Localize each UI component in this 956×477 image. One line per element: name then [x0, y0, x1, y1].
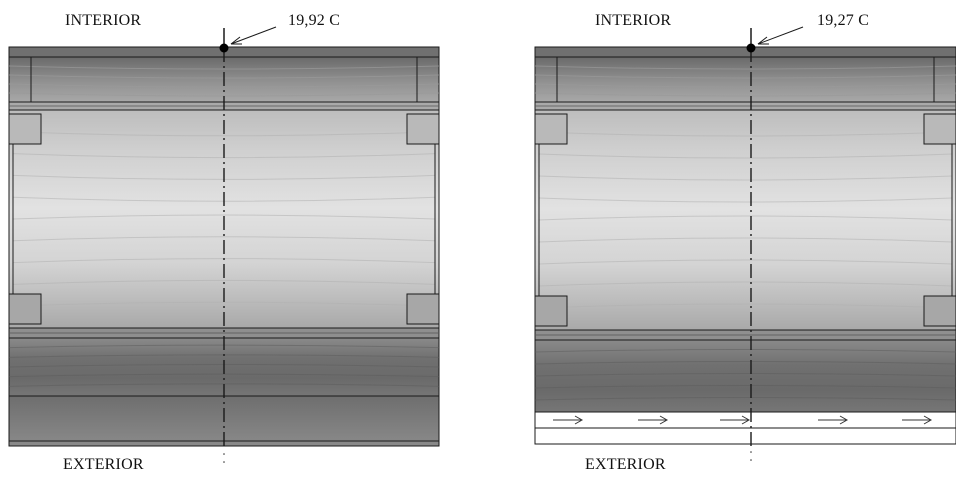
isotherm-line — [8, 83, 440, 88]
isotherm-line — [12, 214, 436, 220]
isotherm-line — [534, 92, 956, 97]
exterior-cladding — [534, 427, 956, 445]
leader-line — [230, 26, 277, 45]
axis-dot — [750, 459, 752, 461]
isotherm-line — [538, 237, 953, 243]
bottom-dark-band — [534, 339, 956, 413]
isotherm-line — [538, 215, 953, 221]
probe-point — [746, 43, 756, 53]
isotherm-line — [534, 65, 956, 70]
corner-block — [534, 113, 568, 145]
isotherm-line — [538, 153, 953, 159]
corner-block — [8, 293, 42, 325]
temperature-label: 19,27 C — [817, 12, 870, 29]
axis-dot — [223, 453, 225, 455]
isotherm-line — [538, 303, 953, 309]
isotherm-line — [8, 383, 440, 387]
isotherm-line — [8, 373, 440, 378]
isotherm-line — [534, 361, 956, 365]
isotherm-line — [12, 301, 436, 307]
exterior-label: EXTERIOR — [585, 456, 666, 473]
interior-label: INTERIOR — [595, 12, 672, 29]
probe-point — [219, 43, 229, 53]
airflow-arrow-head — [923, 415, 933, 425]
temperature-label: 19,92 C — [288, 12, 341, 29]
isotherm-line — [534, 349, 956, 353]
isotherm-line — [538, 259, 953, 265]
panel-left: INTERIOR 19,92 C EXTERIOR — [8, 12, 440, 473]
corner-block — [406, 293, 440, 325]
top-frame-band — [534, 56, 956, 103]
airflow-arrow-head — [659, 415, 669, 425]
isotherm-line — [8, 65, 440, 70]
isotherm-line — [534, 373, 956, 377]
isotherm-line — [12, 131, 436, 137]
isotherm-line — [538, 131, 953, 137]
leader-arrowhead — [230, 36, 242, 45]
isotherm-line — [534, 385, 956, 389]
wall-section-right — [534, 26, 956, 461]
isotherm-line — [538, 175, 953, 181]
axis-dot — [223, 461, 225, 463]
isotherm-line — [538, 197, 953, 203]
airflow-arrow-head — [839, 415, 849, 425]
isotherm-line — [534, 397, 956, 401]
isotherm-line — [12, 236, 436, 242]
corner-block — [534, 295, 568, 327]
axis-dot — [750, 451, 752, 453]
corner-block — [8, 113, 42, 145]
isotherm-line — [538, 281, 953, 287]
isotherm-line — [8, 92, 440, 97]
panel-right: INTERIOR 19,27 C EXTERIOR — [478, 0, 956, 477]
isotherm-line — [534, 83, 956, 88]
leader-arrowhead — [757, 36, 769, 45]
wall-section-left — [8, 26, 440, 463]
corner-block — [923, 295, 956, 327]
isotherm-line — [534, 74, 956, 79]
interior-label: INTERIOR — [65, 12, 142, 29]
isotherm-line — [12, 279, 436, 285]
corner-block — [406, 113, 440, 145]
airflow-arrow-head — [574, 415, 584, 425]
airflow-arrow-head — [741, 415, 751, 425]
leader-line — [757, 26, 804, 45]
top-finish-layer — [534, 46, 956, 58]
core-region — [534, 109, 956, 331]
exterior-label: EXTERIOR — [63, 456, 144, 473]
corner-block — [923, 113, 956, 145]
